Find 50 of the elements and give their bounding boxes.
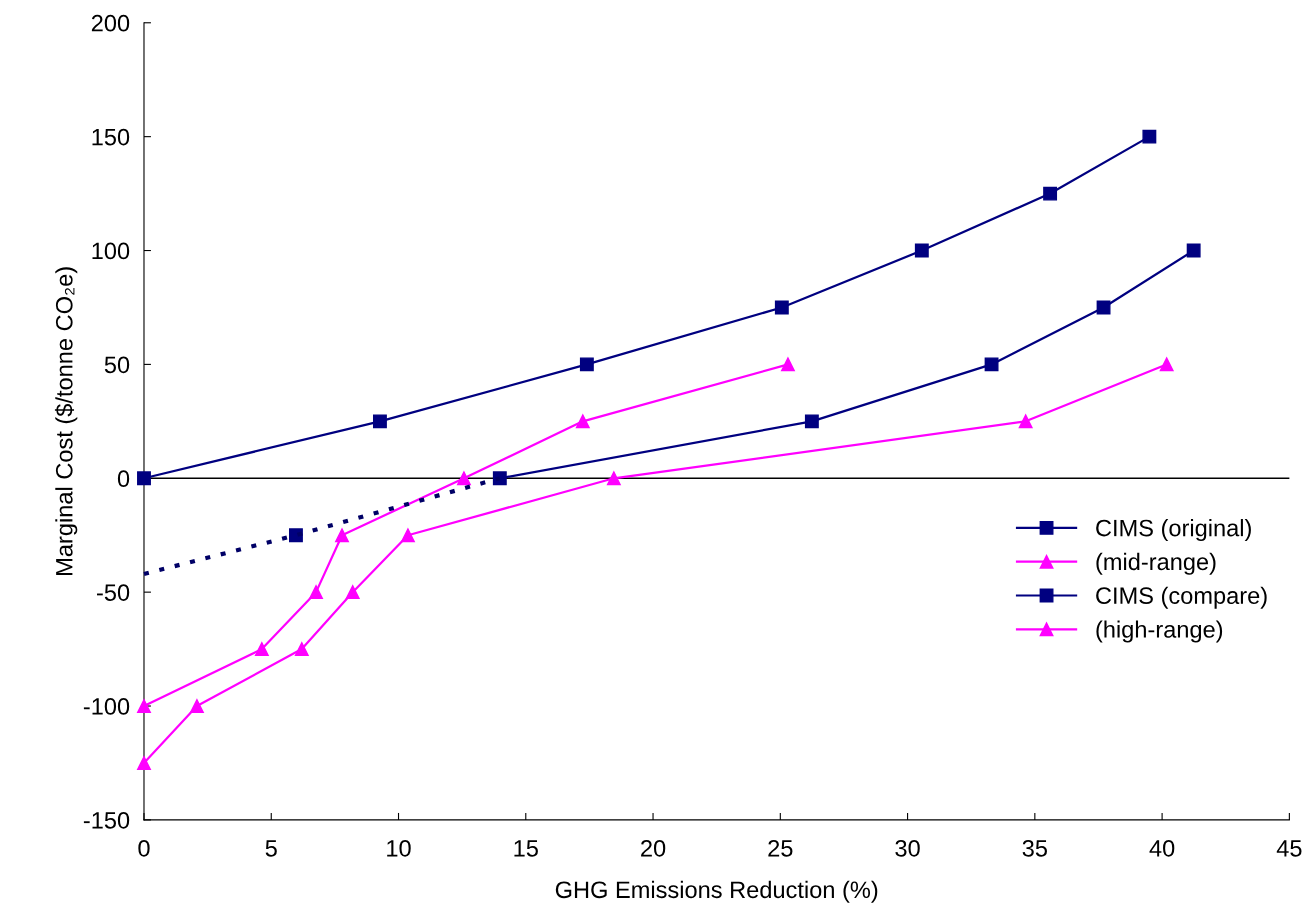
x-tick-label: 25 — [768, 839, 793, 857]
point — [575, 414, 590, 429]
point — [456, 471, 471, 486]
x-tick-label: 10 — [387, 839, 411, 857]
point — [1159, 357, 1174, 372]
point — [774, 300, 789, 315]
point — [137, 756, 151, 770]
point — [804, 414, 819, 429]
point — [1043, 186, 1058, 201]
x-tick-label: 30 — [895, 839, 920, 857]
y-tick-label: -150 — [83, 811, 130, 829]
x-tick-label: 0 — [138, 839, 150, 857]
x-tick-label: 15 — [514, 840, 538, 857]
y-tick-label: -100 — [83, 698, 130, 715]
point — [137, 471, 151, 486]
point — [984, 357, 999, 372]
point — [781, 357, 795, 372]
point — [606, 471, 621, 486]
x-tick-label: 40 — [1149, 839, 1175, 857]
legend-label: (high-range) — [1096, 620, 1223, 643]
point — [1018, 414, 1033, 429]
y-axis-title: Marginal Cost ($/tonne CO₂e) — [54, 267, 78, 575]
point — [372, 414, 387, 429]
point — [1142, 129, 1157, 144]
point — [1186, 243, 1201, 258]
x-tick-label: 35 — [1022, 839, 1047, 857]
point — [914, 243, 929, 258]
legend-label: CIMS (compare) — [1096, 586, 1267, 609]
point — [189, 699, 204, 713]
x-tick-label: 45 — [1276, 840, 1302, 857]
legend-label: (mid-range) — [1096, 552, 1216, 575]
point — [345, 585, 360, 600]
x-tick-label: 5 — [265, 840, 277, 857]
x-axis-title: GHG Emissions Reduction (%) — [555, 880, 878, 903]
point — [579, 357, 594, 372]
point — [1096, 300, 1111, 315]
point — [400, 528, 415, 543]
point — [294, 642, 309, 657]
legend-label: CIMS (original) — [1096, 519, 1251, 542]
x-tick-label: 20 — [641, 839, 666, 857]
y-tick-label: 50 — [104, 356, 130, 374]
point — [137, 699, 151, 713]
y-tick-label: 0 — [117, 470, 130, 488]
y-tick-label: 150 — [92, 128, 130, 146]
point — [335, 528, 349, 543]
y-tick-label: 200 — [91, 14, 130, 32]
y-tick-label: -50 — [97, 584, 130, 601]
y-tick-label: 100 — [92, 242, 130, 260]
point — [254, 642, 269, 657]
point — [309, 585, 323, 600]
